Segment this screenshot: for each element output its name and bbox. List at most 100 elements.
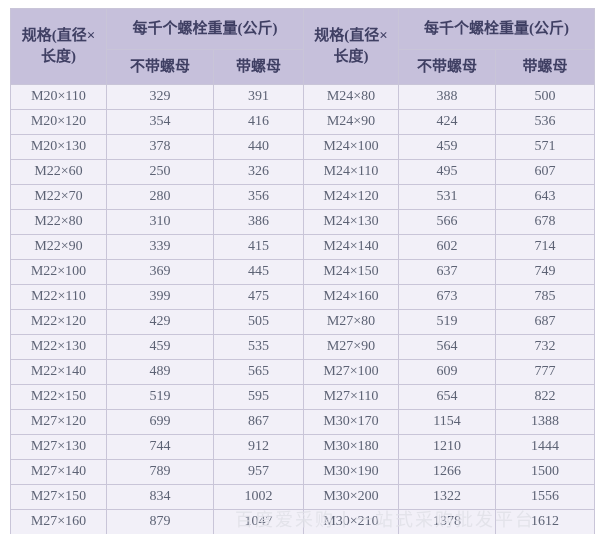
weight-cell: 369: [106, 259, 214, 285]
spec-cell: M22×70: [10, 184, 107, 210]
weight-cell: 867: [213, 409, 304, 435]
weight-cell: 424: [398, 109, 496, 135]
weight-cell: 1378: [398, 509, 496, 534]
table-row: M22×100 369 445 M24×150 637 749: [10, 259, 595, 285]
table-row: M22×80 310 386 M24×130 566 678: [10, 209, 595, 235]
weight-cell: 329: [106, 84, 214, 110]
weight-cell: 495: [398, 159, 496, 185]
weight-cell: 386: [213, 209, 304, 235]
weight-cell: 879: [106, 509, 214, 534]
spec-cell: M27×160: [10, 509, 107, 534]
table-row: M27×150 834 1002 M30×200 1322 1556: [10, 484, 595, 510]
spec-cell: M24×140: [303, 234, 399, 260]
weight-cell: 440: [213, 134, 304, 160]
table-row: M27×130 744 912 M30×180 1210 1444: [10, 434, 595, 460]
weight-cell: 378: [106, 134, 214, 160]
weight-cell: 1556: [495, 484, 595, 510]
weight-cell: 637: [398, 259, 496, 285]
spec-cell: M20×110: [10, 84, 107, 110]
weight-cell: 1154: [398, 409, 496, 435]
weight-cell: 391: [213, 84, 304, 110]
table-row: M22×150 519 595 M27×110 654 822: [10, 384, 595, 410]
weight-cell: 643: [495, 184, 595, 210]
weight-cell: 429: [106, 309, 214, 335]
spec-cell: M27×90: [303, 334, 399, 360]
header-spec-right: 规格(直径×长度): [303, 8, 399, 85]
weight-cell: 1266: [398, 459, 496, 485]
spec-cell: M22×110: [10, 284, 107, 310]
spec-cell: M30×190: [303, 459, 399, 485]
weight-cell: 789: [106, 459, 214, 485]
weight-cell: 531: [398, 184, 496, 210]
spec-cell: M20×120: [10, 109, 107, 135]
table-row: M22×90 339 415 M24×140 602 714: [10, 234, 595, 260]
weight-cell: 415: [213, 234, 304, 260]
weight-cell: 678: [495, 209, 595, 235]
weight-cell: 566: [398, 209, 496, 235]
table-body: M20×110 329 391 M24×80 388 500 M20×120 354 416 M2…: [10, 84, 595, 534]
weight-cell: 1500: [495, 459, 595, 485]
spec-cell: M22×100: [10, 259, 107, 285]
weight-cell: 822: [495, 384, 595, 410]
header-weight-group-right: 每千个螺栓重量(公斤): [398, 8, 595, 50]
table-row: M22×60 250 326 M24×110 495 607: [10, 159, 595, 185]
weight-cell: 834: [106, 484, 214, 510]
spec-cell: M24×80: [303, 84, 399, 110]
spec-cell: M24×120: [303, 184, 399, 210]
spec-cell: M27×110: [303, 384, 399, 410]
weight-cell: 565: [213, 359, 304, 385]
weight-cell: 1322: [398, 484, 496, 510]
table-header: 规格(直径×长度) 每千个螺栓重量(公斤) 规格(直径×长度) 每千个螺栓重量(…: [10, 8, 595, 85]
weight-cell: 1210: [398, 434, 496, 460]
spec-cell: M24×100: [303, 134, 399, 160]
header-with-nut-left: 带螺母: [213, 49, 304, 85]
spec-cell: M24×110: [303, 159, 399, 185]
spec-cell: M22×130: [10, 334, 107, 360]
weight-cell: 416: [213, 109, 304, 135]
weight-cell: 699: [106, 409, 214, 435]
spec-cell: M30×200: [303, 484, 399, 510]
table-row: M22×70 280 356 M24×120 531 643: [10, 184, 595, 210]
weight-cell: 489: [106, 359, 214, 385]
spec-cell: M22×60: [10, 159, 107, 185]
spec-cell: M27×80: [303, 309, 399, 335]
spec-cell: M24×160: [303, 284, 399, 310]
weight-cell: 500: [495, 84, 595, 110]
spec-cell: M24×150: [303, 259, 399, 285]
weight-cell: 519: [106, 384, 214, 410]
weight-cell: 339: [106, 234, 214, 260]
header-without-nut-left: 不带螺母: [106, 49, 214, 85]
spec-cell: M22×80: [10, 209, 107, 235]
spec-cell: M22×150: [10, 384, 107, 410]
weight-cell: 732: [495, 334, 595, 360]
weight-cell: 459: [398, 134, 496, 160]
table-row: M20×120 354 416 M24×90 424 536: [10, 109, 595, 135]
weight-cell: 687: [495, 309, 595, 335]
spec-cell: M22×90: [10, 234, 107, 260]
weight-cell: 475: [213, 284, 304, 310]
spec-cell: M30×210: [303, 509, 399, 534]
spec-cell: M27×100: [303, 359, 399, 385]
weight-cell: 356: [213, 184, 304, 210]
weight-cell: 445: [213, 259, 304, 285]
weight-cell: 310: [106, 209, 214, 235]
weight-cell: 280: [106, 184, 214, 210]
weight-cell: 609: [398, 359, 496, 385]
header-without-nut-right: 不带螺母: [398, 49, 496, 85]
weight-cell: 607: [495, 159, 595, 185]
weight-cell: 777: [495, 359, 595, 385]
weight-cell: 1047: [213, 509, 304, 534]
table-row: M27×120 699 867 M30×170 1154 1388: [10, 409, 595, 435]
weight-cell: 714: [495, 234, 595, 260]
weight-cell: 602: [398, 234, 496, 260]
table-row: M20×110 329 391 M24×80 388 500: [10, 84, 595, 110]
table-row: M22×130 459 535 M27×90 564 732: [10, 334, 595, 360]
weight-cell: 1444: [495, 434, 595, 460]
weight-cell: 536: [495, 109, 595, 135]
spec-cell: M27×120: [10, 409, 107, 435]
weight-cell: 595: [213, 384, 304, 410]
spec-cell: M22×120: [10, 309, 107, 335]
spec-cell: M24×90: [303, 109, 399, 135]
spec-cell: M24×130: [303, 209, 399, 235]
